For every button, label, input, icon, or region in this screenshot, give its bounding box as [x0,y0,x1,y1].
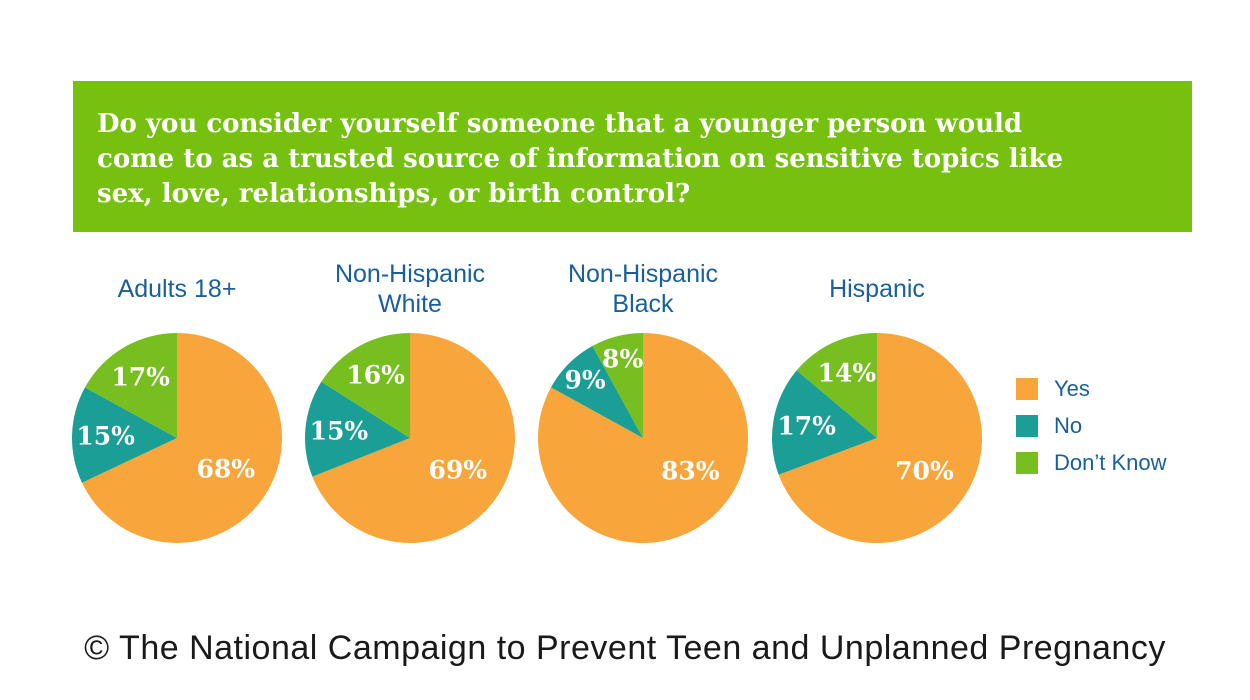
legend-swatch-dont-know [1016,452,1038,474]
pie-slice-yes [538,333,748,543]
pie-title-non-hispanic-white: Non-Hispanic White [334,260,486,318]
pie-chart-non-hispanic-black: 83% 9% 8% [538,333,748,543]
slice-label-don-t-know: 16% [346,360,405,390]
pie-group-hispanic: Hispanic 70% 17% 14% [772,250,982,550]
pie-slice-no [550,345,643,438]
legend-item-no: No [1016,415,1167,437]
pie-slice-don-t-know [84,333,177,438]
pie-title-hispanic: Hispanic [829,275,925,303]
slice-label-no: 9% [564,365,606,395]
legend-label-no: No [1054,413,1083,438]
pie-slice-don-t-know [321,333,410,438]
legend-item-dont-know: Don’t Know [1016,452,1167,474]
question-banner: Do you consider yourself someone that a … [73,81,1192,232]
slice-label-don-t-know: 17% [111,362,170,392]
question-line-3: sex, love, relationships, or birth contr… [97,179,691,209]
slice-label-yes: 69% [428,455,488,485]
legend-swatch-yes [1016,378,1038,400]
pie-slice-no [305,381,410,477]
pie-slice-don-t-know [796,333,877,438]
pie-chart-non-hispanic-white: 69% 15% 16% [305,333,515,543]
pie-group-adults-18: Adults 18+ 68% 15% 17% [72,250,282,550]
pie-slice-no [72,387,177,483]
slice-label-don-t-know: 14% [817,358,877,388]
pie-group-non-hispanic-black: Non-Hispanic Black 83% 9% 8% [538,250,748,550]
legend: Yes No Don’t Know [1016,378,1167,489]
legend-label-yes: Yes [1054,376,1090,401]
legend-swatch-no [1016,415,1038,437]
slice-label-don-t-know: 8% [602,344,644,374]
legend-item-yes: Yes [1016,378,1167,400]
pie-slice-no [772,370,877,475]
pie-slice-yes [312,333,515,543]
question-line-1: Do you consider yourself someone that a … [97,109,1023,139]
slice-label-yes: 68% [196,454,256,484]
slice-label-yes: 70% [895,456,954,486]
pie-slice-don-t-know [592,333,643,438]
slice-label-no: 17% [777,411,836,441]
pie-slice-yes [778,333,982,543]
slice-label-yes: 83% [661,456,720,486]
slice-label-no: 15% [309,416,369,446]
question-line-2: come to as a trusted source of informati… [97,144,1063,174]
pie-title-adults-18: Adults 18+ [117,275,237,303]
copyright-footer: © The National Campaign to Prevent Teen … [84,629,1166,667]
legend-label-dont-know: Don’t Know [1054,450,1167,475]
pie-chart-adults-18: 68% 15% 17% [72,333,282,543]
pie-chart-hispanic: 70% 17% 14% [772,333,982,543]
pie-slice-yes [81,333,282,543]
pie-group-non-hispanic-white: Non-Hispanic White 69% 15% 16% [305,250,515,550]
slice-label-no: 15% [76,421,135,451]
pie-title-non-hispanic-black: Non-Hispanic Black [567,260,719,318]
